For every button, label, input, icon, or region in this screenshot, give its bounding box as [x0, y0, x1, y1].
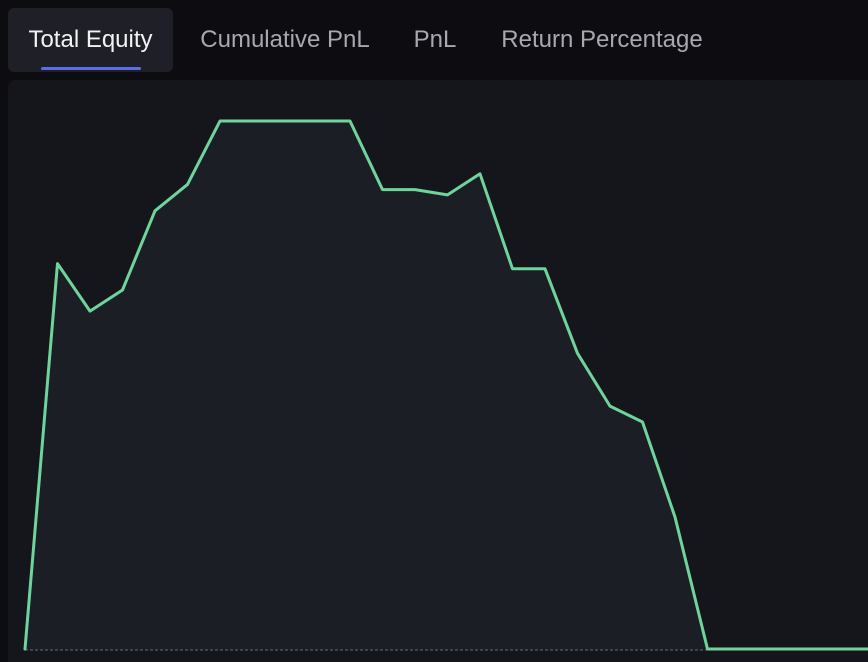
tab-return-percentage[interactable]: Return Percentage — [482, 8, 722, 72]
tab-pnl[interactable]: PnL — [398, 8, 472, 72]
tab-cumulative-pnl[interactable]: Cumulative PnL — [183, 8, 387, 72]
equity-line — [23, 119, 868, 651]
active-tab-indicator — [41, 67, 141, 70]
tab-cumulative-pnl-label: Cumulative PnL — [200, 26, 370, 53]
tab-total-equity[interactable]: Total Equity — [8, 8, 173, 72]
tab-total-equity-label: Total Equity — [28, 26, 153, 53]
chart-panel — [8, 80, 868, 662]
equity-area — [25, 121, 868, 650]
tab-return-percentage-label: Return Percentage — [501, 26, 703, 53]
tab-pnl-label: PnL — [413, 26, 457, 53]
chart-tabs: Total Equity Cumulative PnL PnL Return P… — [0, 0, 868, 74]
equity-chart — [23, 119, 868, 651]
